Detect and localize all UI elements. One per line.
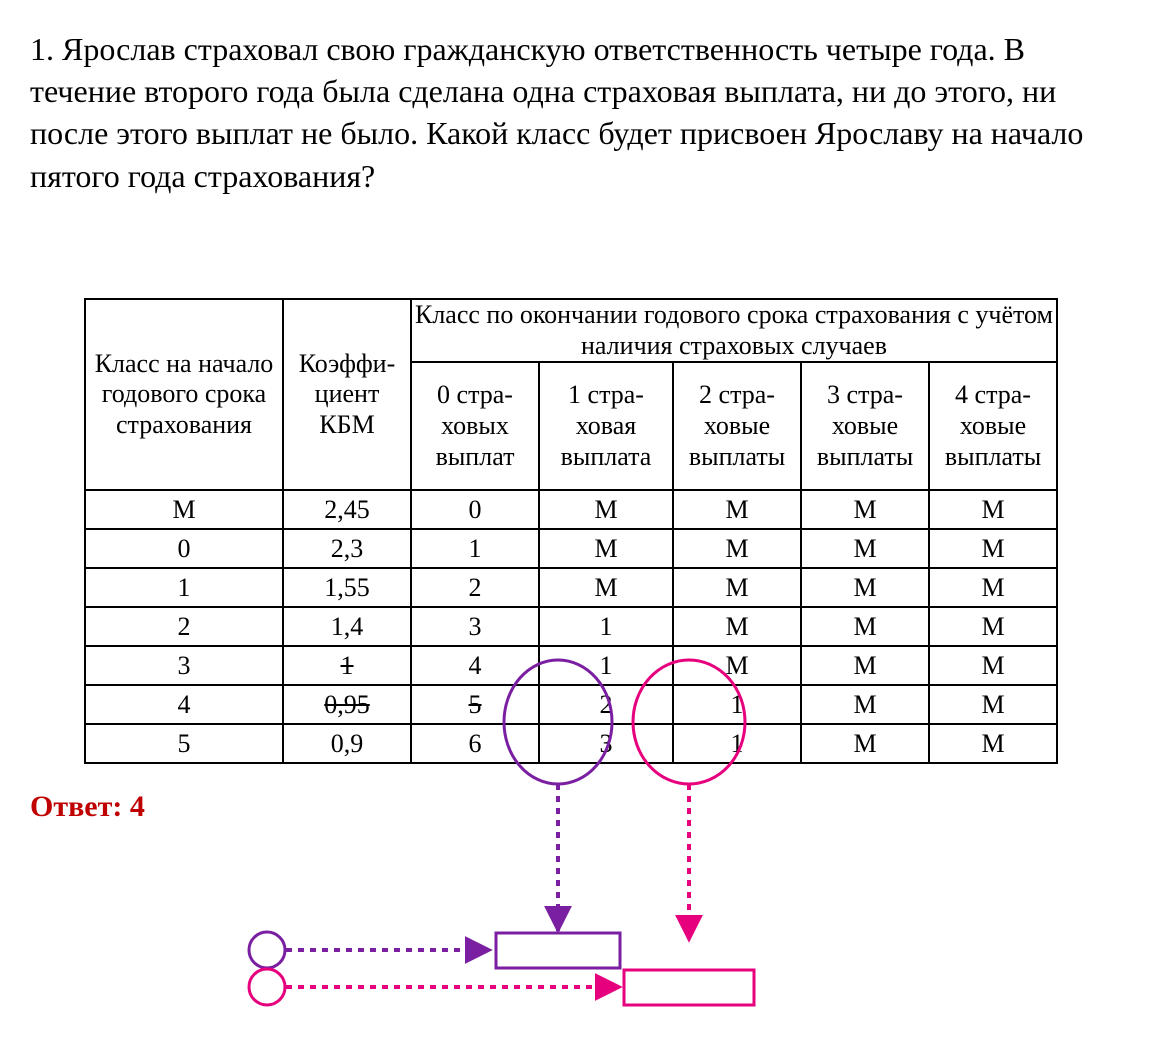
hdr-coef: Коэффи-циент КБМ: [283, 299, 411, 490]
cell-coef: 1,55: [283, 568, 411, 607]
cell-out-0: 0: [411, 490, 539, 529]
cell-out-1: 3: [539, 724, 673, 763]
cell-out-2: 1: [673, 685, 801, 724]
cell-out-0: 5: [411, 685, 539, 724]
cell-out-1: 2: [539, 685, 673, 724]
table-body: М2,450ММММ02,31ММММ11,552ММММ21,431МММ31…: [85, 490, 1057, 763]
cell-out-4: М: [929, 529, 1057, 568]
table-row: М2,450ММММ: [85, 490, 1057, 529]
cell-out-4: М: [929, 724, 1057, 763]
table-row: 40,95521ММ: [85, 685, 1057, 724]
table-row: 50,9631ММ: [85, 724, 1057, 763]
cell-out-0: 6: [411, 724, 539, 763]
cell-out-2: М: [673, 646, 801, 685]
cell-out-0: 2: [411, 568, 539, 607]
cell-class: 0: [85, 529, 283, 568]
table-container: Класс на начало годового срока страхован…: [84, 298, 1058, 764]
cell-class: 4: [85, 685, 283, 724]
cell-out-0: 1: [411, 529, 539, 568]
cell-out-2: 1: [673, 724, 801, 763]
answer-label: Ответ: 4: [30, 790, 145, 824]
table-row: 02,31ММММ: [85, 529, 1057, 568]
cell-out-3: М: [801, 646, 929, 685]
cell-out-4: М: [929, 568, 1057, 607]
cell-coef: 0,95: [283, 685, 411, 724]
cell-out-4: М: [929, 490, 1057, 529]
hdr-sub-4: 4 стра-ховые выплаты: [929, 362, 1057, 490]
cell-out-1: М: [539, 568, 673, 607]
cell-out-3: М: [801, 607, 929, 646]
cell-out-4: М: [929, 646, 1057, 685]
hdr-sub-3: 3 стра-ховые выплаты: [801, 362, 929, 490]
cell-class: М: [85, 490, 283, 529]
cell-out-1: М: [539, 529, 673, 568]
cell-out-4: М: [929, 685, 1057, 724]
cell-out-3: М: [801, 490, 929, 529]
cell-coef: 2,45: [283, 490, 411, 529]
cell-out-2: М: [673, 568, 801, 607]
cell-coef: 2,3: [283, 529, 411, 568]
cell-out-3: М: [801, 568, 929, 607]
cell-out-3: М: [801, 529, 929, 568]
table-row: 21,431МММ: [85, 607, 1057, 646]
cell-coef: 1,4: [283, 607, 411, 646]
cell-out-3: М: [801, 685, 929, 724]
cell-out-0: 4: [411, 646, 539, 685]
table-row: 3141МММ: [85, 646, 1057, 685]
cell-class: 3: [85, 646, 283, 685]
cell-out-4: М: [929, 607, 1057, 646]
table-row: 11,552ММММ: [85, 568, 1057, 607]
cell-out-2: М: [673, 529, 801, 568]
cell-out-1: М: [539, 490, 673, 529]
hdr-span: Класс по окончании годового срока страхо…: [411, 299, 1057, 362]
hdr-class: Класс на начало годового срока страхован…: [85, 299, 283, 490]
cell-coef: 0,9: [283, 724, 411, 763]
cell-out-0: 3: [411, 607, 539, 646]
hdr-sub-1: 1 стра-ховая выплата: [539, 362, 673, 490]
table-header: Класс на начало годового срока страхован…: [85, 299, 1057, 490]
kbm-table: Класс на начало годового срока страхован…: [84, 298, 1058, 764]
cell-out-1: 1: [539, 646, 673, 685]
cell-out-3: М: [801, 724, 929, 763]
cell-class: 1: [85, 568, 283, 607]
cell-class: 2: [85, 607, 283, 646]
question-text: 1. Ярослав страховал свою гражданскую от…: [30, 28, 1090, 197]
cell-out-2: М: [673, 607, 801, 646]
cell-class: 5: [85, 724, 283, 763]
hdr-sub-0: 0 стра-ховых выплат: [411, 362, 539, 490]
hdr-sub-2: 2 стра-ховые выплаты: [673, 362, 801, 490]
page: 1. Ярослав страховал свою гражданскую от…: [0, 0, 1150, 864]
cell-coef: 1: [283, 646, 411, 685]
cell-out-1: 1: [539, 607, 673, 646]
cell-out-2: М: [673, 490, 801, 529]
